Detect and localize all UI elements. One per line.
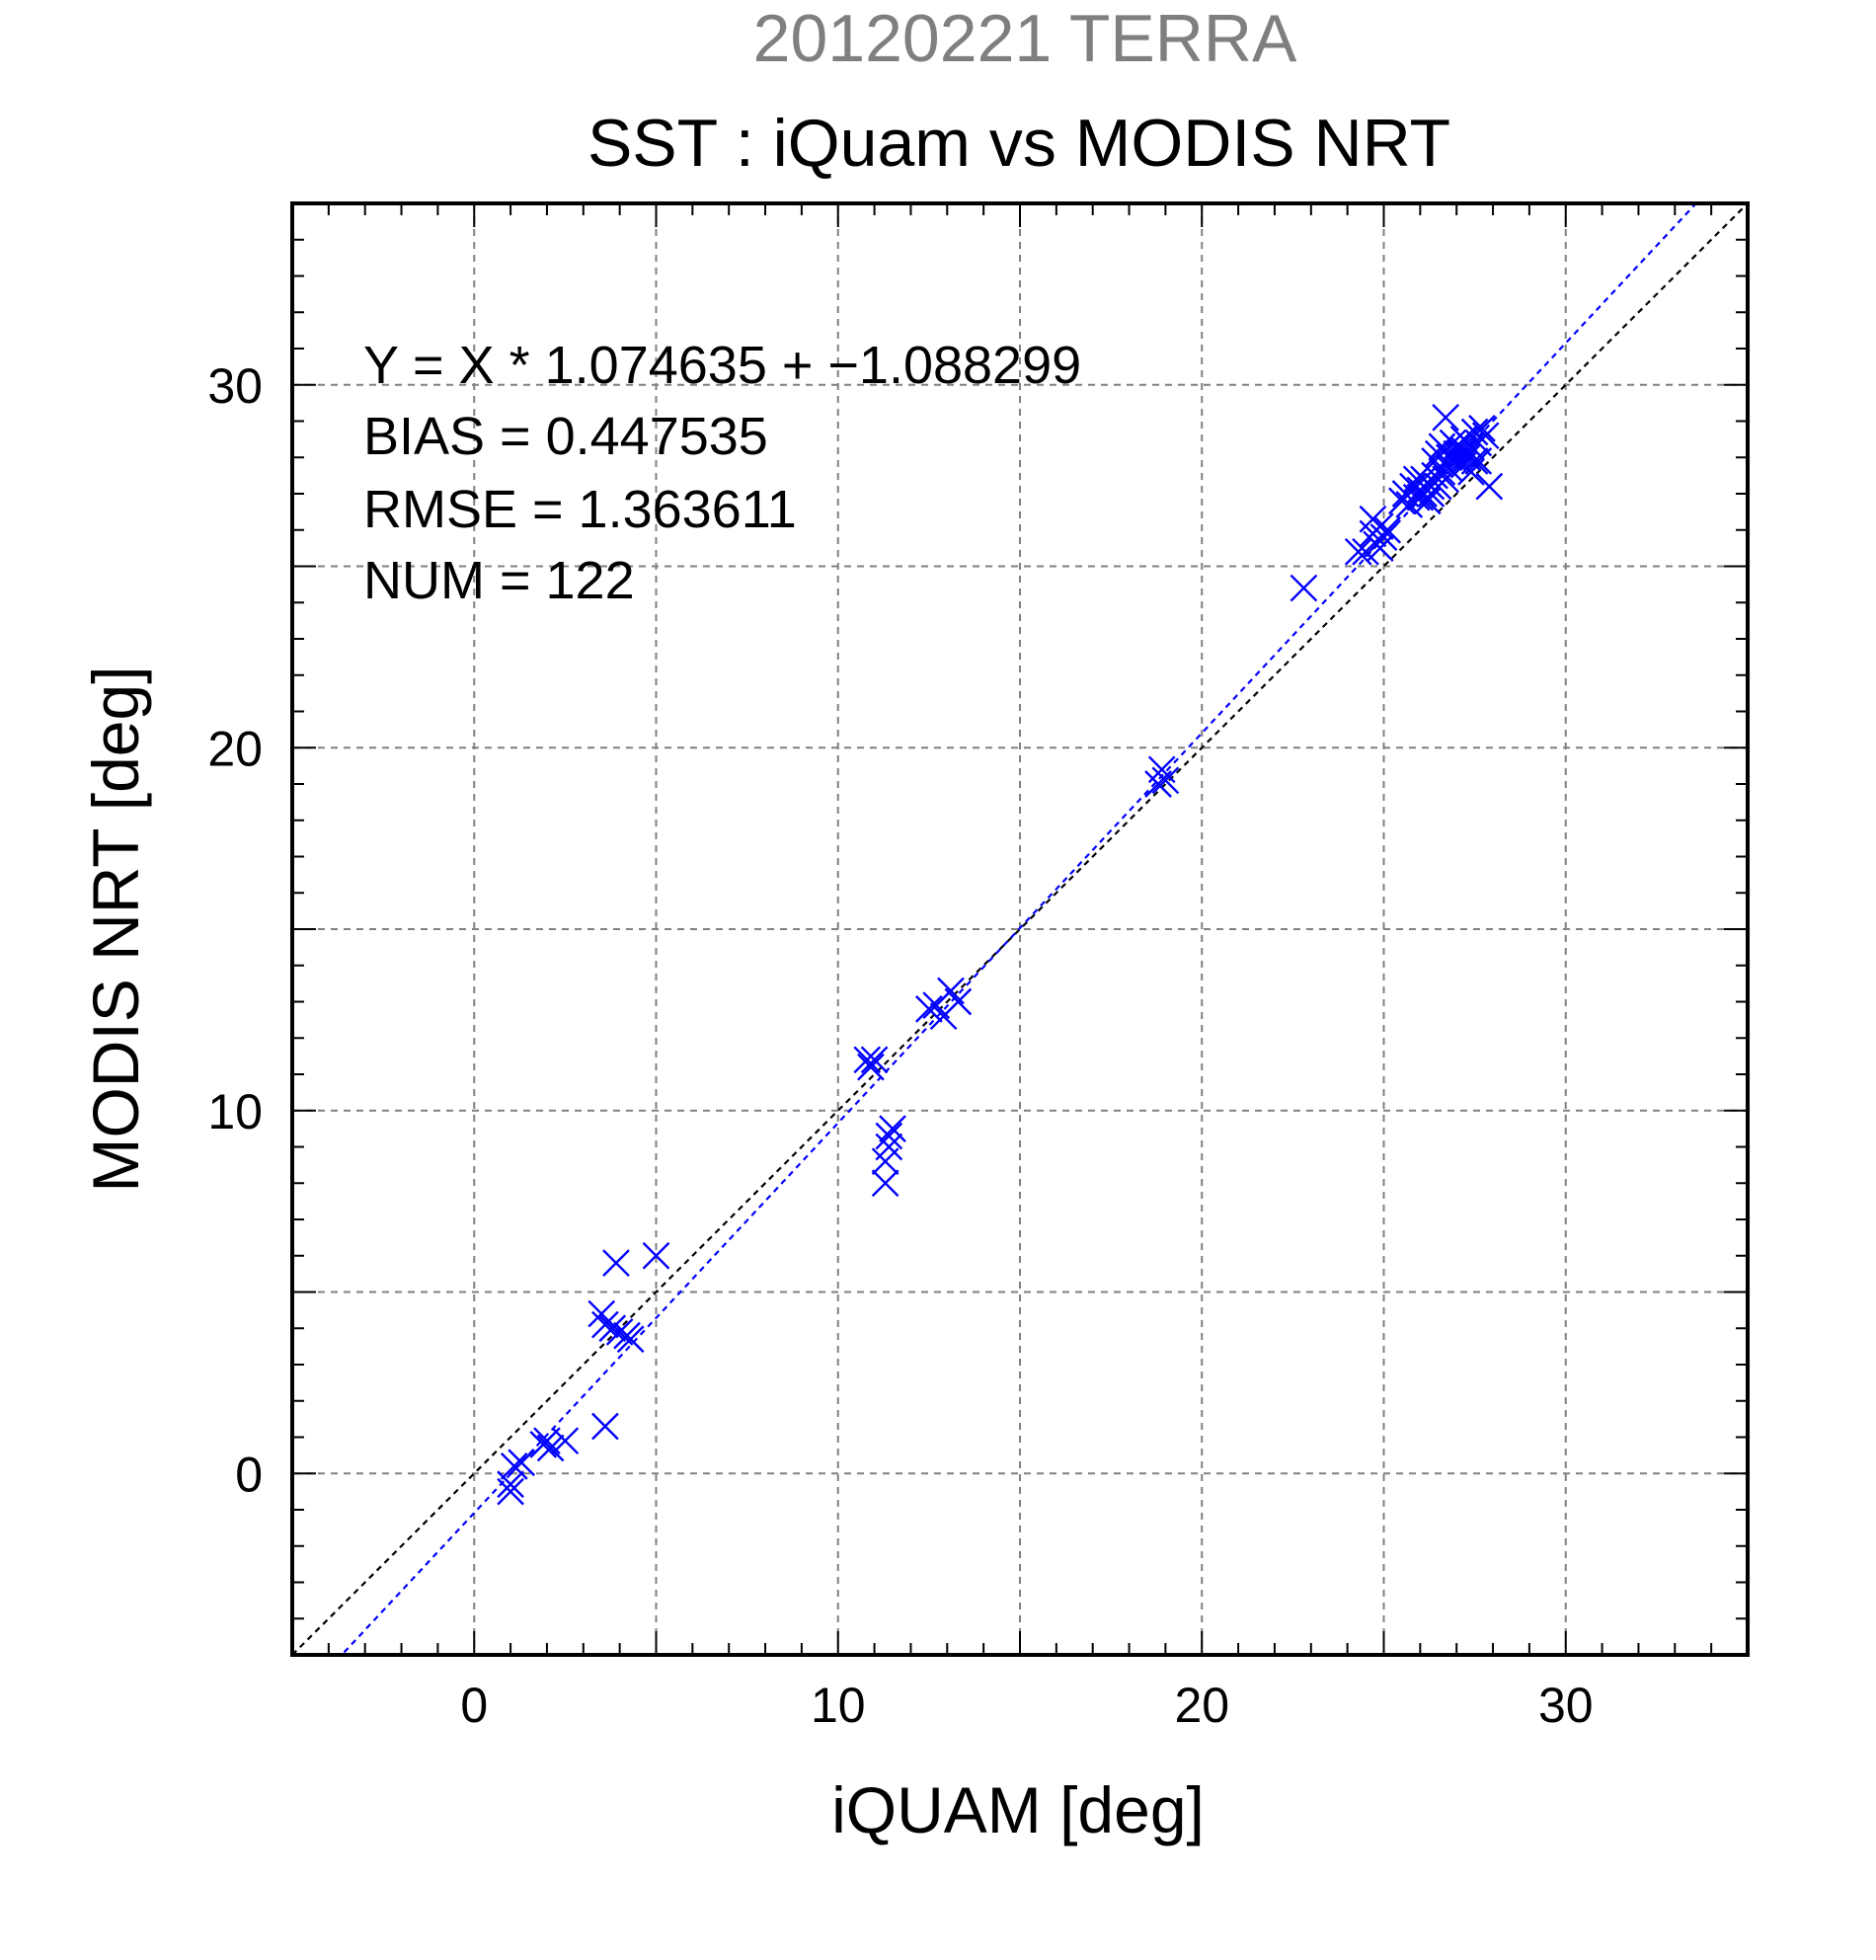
data-point-marker bbox=[602, 1249, 630, 1277]
y-axis-title: MODIS NRT [deg] bbox=[79, 666, 152, 1192]
data-point-marker bbox=[853, 1046, 882, 1074]
y-tick-label: 30 bbox=[207, 358, 263, 414]
data-point-marker bbox=[1359, 505, 1387, 533]
data-point-marker bbox=[944, 987, 973, 1016]
data-point-marker bbox=[1290, 574, 1318, 602]
tick-labels: 0 10 20 30 0 10 20 30 bbox=[207, 358, 1593, 1733]
y-tick-label: 0 bbox=[235, 1447, 263, 1502]
data-point-marker bbox=[1460, 418, 1489, 446]
data-point-marker bbox=[875, 1133, 903, 1161]
data-point-marker bbox=[508, 1449, 536, 1477]
data-point-marker bbox=[598, 1314, 627, 1343]
data-point-marker bbox=[1366, 534, 1394, 562]
num-text: NUM = 122 bbox=[363, 551, 635, 610]
identity-line bbox=[292, 203, 1748, 1655]
data-point-marker bbox=[497, 1470, 524, 1499]
data-point-marker bbox=[591, 1310, 619, 1339]
fit-equation-text: Y = X * 1.074635 + −1.088299 bbox=[363, 336, 1081, 395]
y-tick-label: 10 bbox=[207, 1084, 263, 1139]
data-point-marker bbox=[500, 1452, 528, 1480]
bias-text: BIAS = 0.447535 bbox=[363, 407, 768, 466]
data-point-marker bbox=[875, 1122, 903, 1150]
data-point-marker bbox=[642, 1241, 670, 1270]
data-point-marker bbox=[879, 1115, 906, 1142]
data-point-marker bbox=[1475, 472, 1504, 501]
x-tick-label: 10 bbox=[811, 1678, 866, 1733]
data-point-marker bbox=[1464, 447, 1493, 475]
data-point-marker bbox=[915, 995, 943, 1023]
data-point-marker bbox=[616, 1325, 645, 1354]
data-points bbox=[497, 403, 1504, 1506]
plot-frame bbox=[290, 201, 1750, 1657]
x-tick-label: 20 bbox=[1174, 1678, 1229, 1733]
data-point-marker bbox=[1369, 523, 1398, 551]
x-tick-label: 30 bbox=[1538, 1678, 1594, 1733]
stats-box: Y = X * 1.074635 + −1.088299 BIAS = 0.44… bbox=[363, 336, 1081, 610]
data-point-marker bbox=[871, 1169, 899, 1198]
data-point-marker bbox=[1471, 422, 1500, 450]
y-tick-label: 20 bbox=[207, 721, 263, 776]
data-point-marker bbox=[1151, 766, 1180, 795]
data-point-marker bbox=[857, 1053, 885, 1081]
x-tick-label: 0 bbox=[460, 1678, 488, 1733]
regression-fit-line bbox=[340, 203, 1698, 1655]
data-point-marker bbox=[860, 1046, 889, 1074]
data-point-marker bbox=[591, 1412, 619, 1441]
data-point-marker bbox=[536, 1434, 565, 1462]
data-point-marker bbox=[1468, 415, 1496, 442]
chart-supertitle: 20120221 TERRA bbox=[753, 1, 1297, 76]
data-point-marker bbox=[1373, 515, 1402, 544]
data-point-marker bbox=[551, 1427, 580, 1455]
x-axis-title: iQUAM [deg] bbox=[831, 1773, 1205, 1846]
data-point-marker bbox=[497, 1477, 524, 1506]
chart-title: SST : iQuam vs MODIS NRT bbox=[587, 106, 1450, 181]
data-point-marker bbox=[1410, 480, 1438, 508]
data-point-marker bbox=[1432, 403, 1459, 431]
rmse-text: RMSE = 1.363611 bbox=[363, 480, 797, 539]
data-point-marker bbox=[1147, 755, 1176, 784]
